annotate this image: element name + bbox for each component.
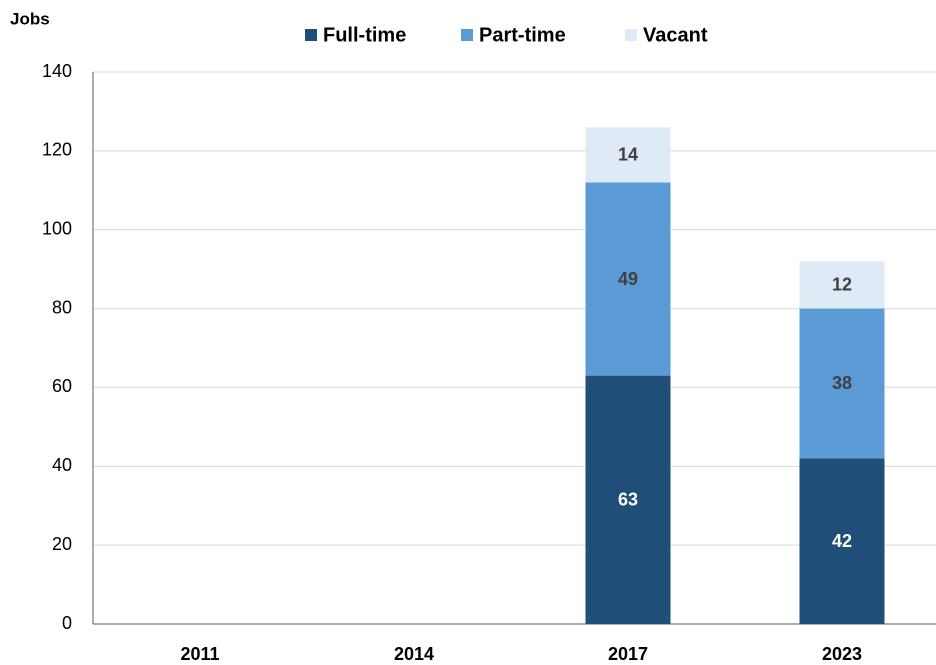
x-tick-label: 2014 [394, 644, 434, 664]
y-tick-label: 40 [52, 455, 72, 475]
y-axis-label: Jobs [10, 9, 50, 28]
x-tick-label: 2011 [180, 644, 219, 664]
data-label: 14 [618, 145, 638, 165]
y-tick-label: 60 [52, 376, 72, 396]
bar-segment [585, 182, 671, 376]
bar-segment [585, 375, 671, 624]
legend-label: Part-time [479, 24, 566, 46]
bar-segment [799, 261, 885, 309]
bar-segment [799, 308, 885, 459]
legend-label: Full-time [323, 24, 406, 46]
bar-segment [585, 127, 671, 183]
data-label: 49 [618, 269, 638, 289]
data-label: 63 [618, 490, 638, 510]
x-tick-label: 2017 [608, 644, 648, 664]
y-tick-label: 0 [62, 613, 72, 633]
data-label: 38 [832, 373, 852, 393]
bar-segment [799, 458, 885, 624]
y-tick-label: 120 [42, 140, 72, 160]
y-tick-label: 140 [42, 61, 72, 81]
legend-swatch [305, 29, 317, 41]
legend-swatch [625, 29, 637, 41]
data-label: 42 [832, 531, 852, 551]
x-tick-label: 2023 [822, 644, 862, 664]
y-tick-label: 100 [42, 218, 72, 238]
y-tick-label: 20 [52, 534, 72, 554]
data-label: 12 [832, 275, 852, 295]
legend-swatch [461, 29, 473, 41]
y-tick-label: 80 [52, 297, 72, 317]
legend-label: Vacant [643, 24, 708, 46]
